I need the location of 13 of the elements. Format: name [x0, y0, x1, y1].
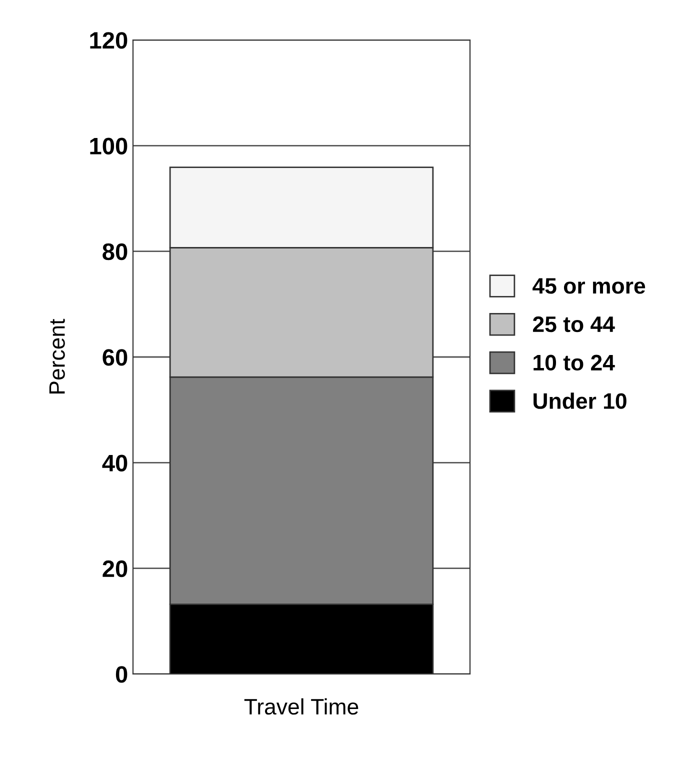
y-tick-label: 120: [90, 32, 128, 49]
legend-label: 25 to 44: [532, 316, 615, 332]
y-axis-title: Percent: [49, 318, 65, 394]
y-tick-label: 100: [90, 138, 128, 154]
legend-label: 10 to 24: [534, 354, 615, 371]
y-tick-label: 40: [102, 454, 128, 472]
x-axis-title: Travel Time: [244, 698, 358, 715]
y-tick-label: 80: [102, 243, 128, 260]
y-tick-label: 0: [116, 666, 128, 683]
legend-label: 45 or more: [532, 278, 646, 294]
y-tick-label: 20: [102, 560, 128, 578]
y-tick-label: 60: [102, 349, 128, 366]
legend-label: Under 10: [534, 392, 626, 409]
